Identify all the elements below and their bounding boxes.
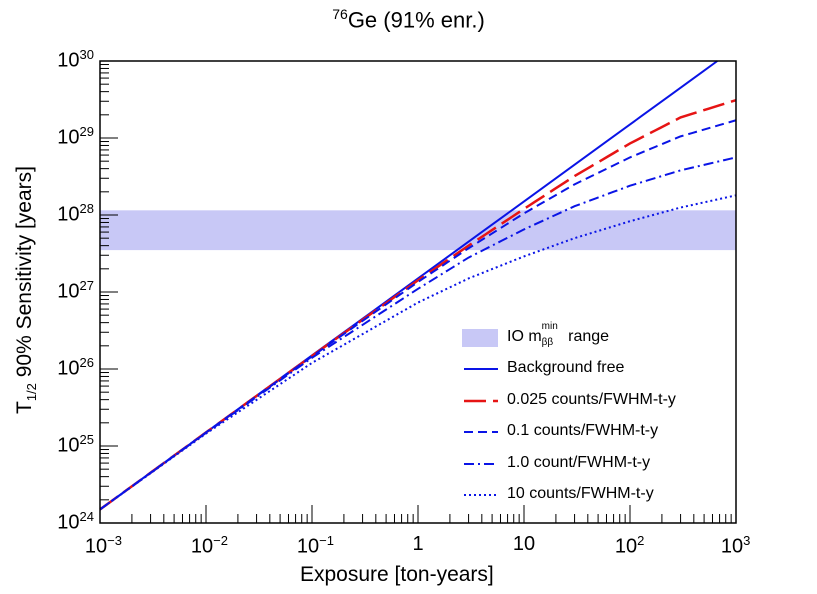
legend-band-sup: min — [541, 321, 558, 332]
legend-band-rest: range — [563, 328, 610, 345]
axis-layer — [99, 64, 737, 524]
series-line-3 — [99, 156, 737, 511]
x-tick-label: 10 — [512, 533, 536, 555]
series-layer — [99, 60, 737, 511]
legend-series-4-label: 10 counts/FWHM-t-y — [507, 484, 654, 502]
title-isotope: 76 — [332, 6, 348, 22]
x-tick-label: 1 — [412, 533, 424, 555]
ylabel-rest: 90% Sensitivity [years] — [13, 166, 36, 384]
legend-series-3-key — [464, 462, 498, 465]
legend-series-2-key — [464, 431, 498, 434]
legend-item-series: 0.1 counts/FWHM-t-y — [462, 421, 732, 452]
legend-band-main: IO m — [507, 328, 542, 345]
y-tick-label: 1024 — [57, 509, 94, 534]
legend-band-label: IO m min ββ range — [507, 321, 610, 348]
legend-series-0-key — [464, 368, 498, 371]
series-line-4 — [99, 194, 737, 511]
legend-series-3-label: 1.0 count/FWHM-t-y — [507, 453, 651, 471]
title-text: Ge (91% enr.) — [347, 7, 485, 33]
y-tick-label: 1030 — [57, 47, 94, 72]
io-range-band — [100, 210, 736, 251]
x-tick-label: 10−3 — [84, 533, 122, 558]
legend: IO m min ββ range Background free 0.025 co… — [462, 321, 732, 515]
legend-series-4-key — [464, 493, 498, 496]
legend-series-1-key — [464, 399, 498, 403]
ylabel-main: T — [13, 401, 36, 414]
legend-item-series: Background free — [462, 358, 732, 389]
y-tick-label: 1025 — [57, 432, 94, 457]
y-tick-label: 1026 — [57, 355, 94, 380]
x-tick-label: 102 — [614, 533, 645, 558]
legend-item-series: 10 counts/FWHM-t-y — [462, 484, 732, 515]
y-tick-label: 1029 — [57, 124, 94, 149]
y-tick-label: 1028 — [57, 201, 94, 226]
legend-item-series: 1.0 count/FWHM-t-y — [462, 453, 732, 484]
x-axis-label: Exposure [ton-years] — [300, 563, 494, 586]
x-tick-label: 103 — [720, 533, 751, 558]
y-tick-label: 1027 — [57, 278, 94, 303]
legend-series-0-label: Background free — [507, 359, 625, 377]
legend-series-2-label: 0.1 counts/FWHM-t-y — [507, 422, 659, 440]
x-tick-label: 10−1 — [296, 533, 334, 558]
x-tick-label: 10−2 — [190, 533, 228, 558]
y-axis-label: T1/2 90% Sensitivity [years] — [13, 140, 39, 440]
legend-band-key — [462, 329, 498, 347]
chart-title: 76Ge (91% enr.) — [0, 6, 817, 33]
legend-item-band: IO m min ββ range — [462, 321, 732, 358]
series-line-1 — [99, 98, 737, 511]
legend-band-sub: ββ — [541, 337, 554, 348]
series-line-2 — [99, 119, 737, 511]
plot-frame — [99, 60, 737, 524]
ylabel-sub: 1/2 — [24, 383, 40, 402]
legend-series-1-label: 0.025 counts/FWHM-t-y — [507, 390, 676, 408]
legend-item-series: 0.025 counts/FWHM-t-y — [462, 390, 732, 421]
